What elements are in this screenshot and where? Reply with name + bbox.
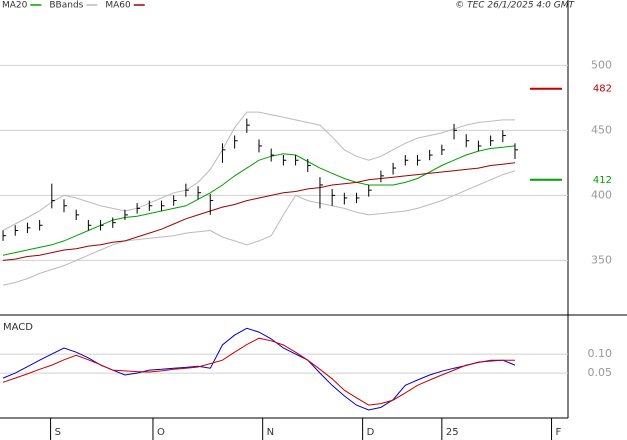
y-tick-label: 500 — [591, 58, 612, 71]
y-tick-label: 400 — [591, 188, 612, 201]
macd-line — [2, 337, 515, 406]
moving-average — [2, 162, 516, 261]
x-tick-label: F — [556, 427, 562, 438]
moving-average — [2, 145, 516, 256]
y-tick-label: 450 — [591, 123, 612, 136]
source: © TEC 26/1/2025 4:0 GMT — [455, 1, 575, 11]
legend-label: BBands — [49, 1, 83, 11]
legend-label: MA20 — [2, 1, 28, 11]
x-tick-label: O — [157, 427, 165, 438]
panel-title: MACD — [3, 322, 33, 333]
y-tick-label: 350 — [591, 253, 612, 266]
macd-line — [2, 327, 516, 411]
band-upper — [2, 111, 515, 231]
x-tick-label: S — [55, 427, 61, 438]
x-tick-label: N — [267, 427, 274, 438]
y-tick-label: 0.05 — [588, 366, 613, 379]
target-label: 482 — [593, 84, 612, 95]
x-tick-label: D — [367, 427, 375, 438]
target-label: 412 — [593, 175, 612, 186]
x-tick-label: 25 — [446, 427, 459, 438]
band-lower — [2, 170, 516, 286]
y-tick-label: 0.10 — [588, 347, 613, 360]
legend-label: MA60 — [105, 1, 131, 11]
